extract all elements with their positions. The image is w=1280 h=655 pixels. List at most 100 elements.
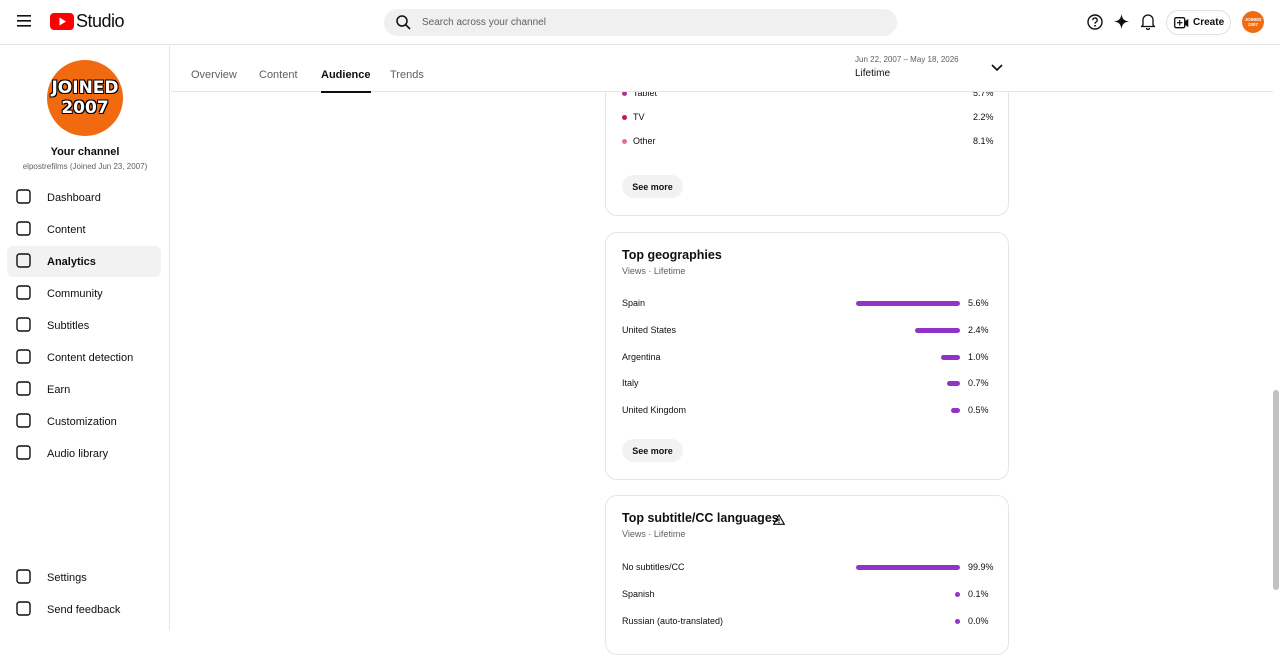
device-name: TV [633,112,645,122]
nav-icon [16,601,31,616]
row-name: Italy [622,378,639,389]
device-value: 8.1% [973,136,994,146]
nav-label: Analytics [47,255,96,268]
see-more-button[interactable]: See more [622,175,683,198]
nav-item[interactable]: Dashboard [7,182,161,213]
nav-item[interactable]: Customization [7,406,161,437]
row: Russian (auto-translated) 0.0% [622,616,992,630]
bar [950,408,960,414]
nav-item[interactable]: Subtitles [7,310,161,341]
top-bar: Studio Search across your channel Create… [0,0,1280,45]
legend-dot [622,91,627,96]
row-name: Russian (auto-translated) [622,615,724,626]
create-button[interactable]: Create [1166,10,1231,35]
nav-icon [16,381,31,396]
nav-icon [16,569,31,584]
row-value: 1.0% [968,351,989,362]
nav-label: Send feedback [47,603,121,616]
nav-item[interactable]: Content [7,214,161,245]
nav-item[interactable]: Audio library [7,438,161,469]
sidebar: JOINED 2007 Your channel elpostrefilms (J… [0,45,170,630]
device-row: Tablet 5.7% [622,88,994,102]
row-name: United States [622,324,677,335]
help-button[interactable] [1087,14,1103,30]
bar [947,381,960,387]
channel-avatar[interactable]: JOINED 2007 [47,60,123,136]
row-value: 0.7% [968,378,989,389]
card-subtitle: Views · Lifetime [622,529,686,539]
nav-label: Dashboard [47,191,101,204]
date-dropdown[interactable] [991,64,1003,72]
see-more-button[interactable]: See more [622,439,683,462]
device-value: 2.2% [973,112,994,122]
bar [856,565,960,570]
nav-item[interactable]: Earn [7,374,161,405]
avatar-text: JOINED [51,78,119,98]
card-title: Top subtitle/CC languages [622,511,779,525]
nav-icon [16,445,31,460]
search-placeholder: Search across your channel [422,17,546,28]
search-box[interactable]: Search across your channel [384,9,897,36]
create-label: Create [1193,17,1225,28]
scrollbar[interactable] [1273,390,1279,590]
row-value: 0.0% [968,615,989,626]
warning-icon [773,514,785,525]
row-name: United Kingdom [622,405,687,416]
device-row: TV 2.2% [622,112,994,126]
row-value: 5.6% [968,298,989,308]
avatar-text: 2007 [61,98,109,118]
nav-item[interactable]: Content detection [7,342,161,373]
card-title: Top geographies [622,248,722,262]
device-name: Other [633,136,656,146]
subtitles-card: Top subtitle/CC languages Views · Lifetim… [605,495,1009,655]
logo-icon[interactable] [50,13,74,30]
nav-item[interactable]: Community [7,278,161,309]
nav-label: Customization [47,415,117,428]
create-icon [1174,17,1189,29]
logo-text[interactable]: Studio [76,11,125,31]
legend-dot [622,139,627,144]
nav-icon [16,285,31,300]
bar [915,327,960,333]
account-avatar[interactable]: JOINED 2007 [1242,11,1264,33]
row: United States 2.4% [622,325,992,339]
search-icon [396,15,411,30]
row: No subtitles/CC 99.9% [622,562,994,576]
tab[interactable]: Trends [390,69,424,81]
bar [941,354,960,360]
row-value: 99.9% [968,562,994,572]
device-value: 5.7% [973,88,994,98]
tab[interactable]: Content [259,69,298,81]
nav-item[interactable]: Analytics [7,246,161,277]
nav-label: Content detection [47,351,134,364]
sparkle-button[interactable] [1114,14,1129,29]
nav-icon [16,253,31,268]
date-range[interactable]: Jun 22, 2007 – May 18, 2026 [855,55,959,64]
avatar-text: 2007 [1247,22,1258,27]
device-name: Tablet [633,88,658,98]
card-subtitle: Views · Lifetime [622,266,686,276]
tab[interactable]: Audience [321,69,371,93]
row: Spain 5.6% [622,298,992,312]
nav-item[interactable]: Send feedback [7,594,161,625]
row-value: 2.4% [968,324,989,335]
nav-icon [16,317,31,332]
nav-icon [16,189,31,204]
nav-label: Audio library [47,447,109,460]
nav-icon [16,413,31,428]
geographies-card: Top geographies Views · Lifetime Spain 5.6%… [605,232,1009,480]
row: Italy 0.7% [622,378,992,392]
bar [856,301,960,306]
row: Argentina 1.0% [622,352,992,366]
nav-label: Subtitles [47,319,90,332]
date-period[interactable]: Lifetime [855,68,891,79]
notifications-button[interactable] [1141,13,1155,30]
row-name: Argentina [622,351,661,362]
nav-label: Community [47,287,103,300]
nav-item[interactable]: Settings [7,562,161,593]
nav-label: Content [47,223,86,236]
row-name: Spanish [622,588,655,599]
menu-button[interactable] [17,15,31,27]
tab[interactable]: Overview [191,69,237,81]
